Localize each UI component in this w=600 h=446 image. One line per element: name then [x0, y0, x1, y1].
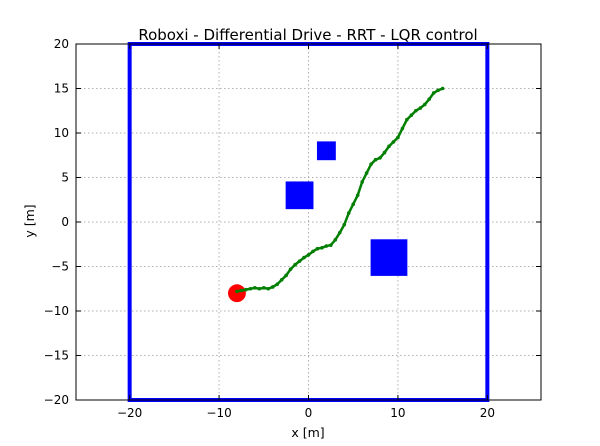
- path-point: [436, 88, 440, 93]
- y-tick-label: 20: [54, 37, 69, 51]
- path-point: [405, 117, 409, 122]
- path-point: [324, 244, 329, 248]
- x-axis-label: x [m]: [291, 425, 324, 440]
- path-point: [248, 286, 253, 291]
- path-point: [396, 135, 400, 140]
- path-point: [275, 282, 280, 287]
- y-tick-label: 15: [54, 82, 69, 96]
- path-point: [270, 285, 275, 289]
- path-point: [253, 286, 257, 290]
- y-tick-label: 10: [54, 126, 69, 140]
- path-point: [337, 230, 342, 235]
- y-tick-label: 0: [61, 215, 69, 229]
- path-line: [236, 87, 444, 293]
- path-point: [239, 288, 244, 293]
- path-point: [391, 140, 396, 144]
- path-point: [235, 289, 239, 294]
- path-point: [422, 102, 427, 107]
- path-point: [311, 249, 315, 254]
- path-point: [342, 222, 347, 227]
- path-point: [382, 150, 387, 155]
- path-point: [306, 253, 311, 257]
- path-point: [351, 202, 356, 206]
- path-point: [333, 238, 338, 242]
- plot-area: −20 −10 0 10 20 −20 −15 −10 −5 0 5 10 15 20: [44, 37, 542, 420]
- path-point: [266, 286, 271, 291]
- path-point: [369, 162, 373, 166]
- y-tick-label: −10: [44, 304, 69, 318]
- path-point: [346, 211, 351, 215]
- path-point: [297, 259, 302, 263]
- y-tick-label: 5: [61, 171, 69, 185]
- x-tick-label: 10: [390, 406, 405, 420]
- path-point: [355, 193, 360, 198]
- y-tick-label: −5: [51, 260, 69, 274]
- y-tick-label: −20: [44, 393, 69, 407]
- path-point: [284, 273, 288, 278]
- path-point: [315, 246, 320, 251]
- path-point: [261, 286, 266, 290]
- path-point: [293, 262, 297, 267]
- path-point: [440, 86, 445, 91]
- x-tick-label: 20: [480, 406, 495, 420]
- path-point: [360, 180, 364, 184]
- path-point: [244, 287, 248, 292]
- path-point: [257, 286, 262, 291]
- path-point: [302, 255, 306, 260]
- path-point: [378, 156, 382, 160]
- obstacle: [316, 141, 336, 161]
- x-tick-label: −20: [117, 406, 142, 420]
- path-point: [387, 144, 391, 149]
- path-point: [364, 171, 369, 175]
- path-point: [373, 157, 378, 162]
- path-point: [418, 106, 423, 110]
- path-point: [279, 278, 284, 282]
- path-point: [431, 91, 436, 95]
- y-tick-label: −15: [44, 349, 69, 363]
- obstacle: [370, 239, 408, 276]
- path-point: [400, 126, 405, 131]
- path-point: [288, 267, 293, 271]
- obstacle: [285, 181, 314, 210]
- path-point: [329, 243, 333, 247]
- x-tick-label: −10: [206, 406, 231, 420]
- path-point: [409, 113, 414, 117]
- x-tick-label: 0: [305, 406, 313, 420]
- y-axis-label: y [m]: [22, 204, 37, 237]
- chart-title: Roboxi - Differential Drive - RRT - LQR …: [138, 26, 477, 44]
- path-point: [414, 108, 418, 113]
- path-point: [427, 97, 432, 101]
- path-point: [320, 246, 324, 250]
